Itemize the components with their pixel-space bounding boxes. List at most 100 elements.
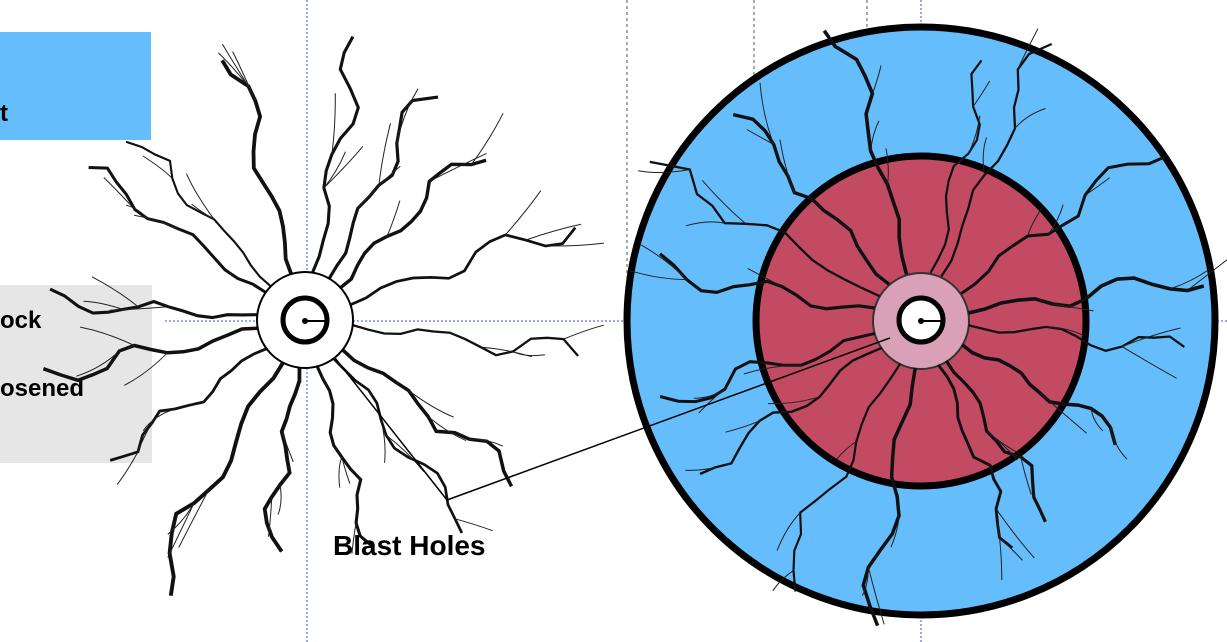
crack-branch — [1052, 303, 1094, 312]
crack-line — [332, 357, 464, 534]
crack-branch — [331, 93, 336, 155]
crack-line — [940, 42, 1053, 278]
crack-line — [944, 359, 1047, 523]
crack-branch — [341, 457, 351, 484]
crack-branch — [640, 244, 688, 280]
crack-line — [262, 367, 302, 553]
crack-branch — [178, 490, 209, 548]
crack-branch — [396, 88, 419, 144]
crack-line — [220, 59, 293, 275]
crack-branch — [91, 276, 139, 308]
crack-branch — [870, 120, 880, 151]
crack-line — [49, 287, 258, 320]
crack-branch — [725, 420, 760, 433]
crack-branch — [1169, 269, 1210, 290]
crack-branch — [986, 430, 1021, 455]
crack-branch — [167, 502, 195, 558]
left-crack-pattern — [42, 35, 605, 596]
crack-branch — [861, 567, 869, 596]
crack-branch — [1047, 204, 1064, 235]
crack-branch — [1121, 346, 1177, 379]
crack-branch — [378, 123, 391, 186]
crack-branch — [1090, 408, 1104, 432]
crack-branch — [871, 65, 882, 94]
crack-branch — [747, 267, 783, 288]
crack-branch — [126, 204, 148, 219]
crack-line — [352, 323, 579, 357]
crack-branch — [338, 457, 343, 488]
crack-branch — [967, 115, 981, 154]
crack-branch — [867, 567, 885, 625]
crack-line — [315, 365, 374, 548]
crack-branch — [638, 169, 690, 173]
crack-line — [792, 362, 902, 592]
crack-branch — [1027, 206, 1043, 237]
blast-holes-leaders — [334, 337, 891, 501]
crack-branch — [1020, 456, 1032, 495]
top-label-text: t — [0, 100, 8, 127]
crack-line — [937, 363, 1014, 550]
blast-holes-label: Blast Holes — [333, 530, 486, 561]
crack-line — [732, 112, 891, 286]
crack-branch — [972, 80, 991, 107]
crack-branch — [701, 180, 747, 225]
crack-line — [327, 95, 439, 280]
crack-branch — [1014, 108, 1046, 129]
crack-line — [968, 324, 1185, 353]
right-hole-center-dot — [918, 318, 924, 324]
crack-branch — [995, 508, 1035, 559]
rock-label-box: ock osened — [0, 285, 152, 463]
crack-branch — [953, 141, 977, 167]
crack-branch — [80, 326, 135, 346]
crack-branch — [1017, 28, 1039, 70]
crack-branch — [836, 441, 857, 460]
crack-line — [88, 166, 267, 294]
crack-branch — [767, 396, 820, 405]
crack-branch — [885, 148, 889, 185]
crack-branch — [1121, 327, 1181, 348]
crack-branch — [429, 152, 487, 182]
crack-branch — [776, 512, 801, 551]
crack-branch — [759, 82, 775, 145]
crack-branch — [134, 214, 179, 230]
crack-branch — [142, 408, 175, 431]
crack-branch — [110, 306, 169, 311]
crack-branch — [1110, 427, 1128, 460]
crack-branch — [277, 484, 282, 515]
crack-branch — [351, 522, 357, 554]
crack-branch — [525, 223, 582, 241]
crack-line — [42, 326, 258, 383]
crack-line — [968, 276, 1205, 315]
crack-branch — [380, 419, 386, 463]
crack-branch — [427, 416, 467, 442]
crack-line — [658, 252, 875, 311]
crack-branch — [890, 515, 900, 548]
crack-branch — [1084, 177, 1111, 196]
crack-branch — [137, 423, 152, 453]
crack-branch — [1039, 392, 1088, 434]
crack-branch — [629, 270, 687, 281]
crack-branch — [116, 451, 139, 485]
crack-line — [349, 226, 577, 306]
crack-branch — [772, 570, 794, 591]
rock-label-line1: ock — [0, 307, 42, 334]
left-hole-center-dot — [302, 318, 308, 324]
crack-branch — [385, 434, 425, 472]
crack-branch — [408, 390, 454, 418]
crack-line — [659, 331, 876, 404]
crack-branch — [142, 155, 173, 179]
crack-branch — [1046, 326, 1084, 336]
crack-branch — [83, 300, 124, 310]
crack-branch — [685, 221, 725, 227]
crack-branch — [232, 51, 256, 102]
top-label-box: t — [0, 32, 151, 140]
crack-branch — [563, 324, 605, 340]
crack-branch — [480, 346, 533, 358]
crack-branch — [76, 350, 120, 377]
crack-branch — [103, 177, 136, 210]
crack-line — [125, 140, 272, 288]
crack-branch — [982, 137, 987, 176]
crack-line — [699, 346, 883, 476]
